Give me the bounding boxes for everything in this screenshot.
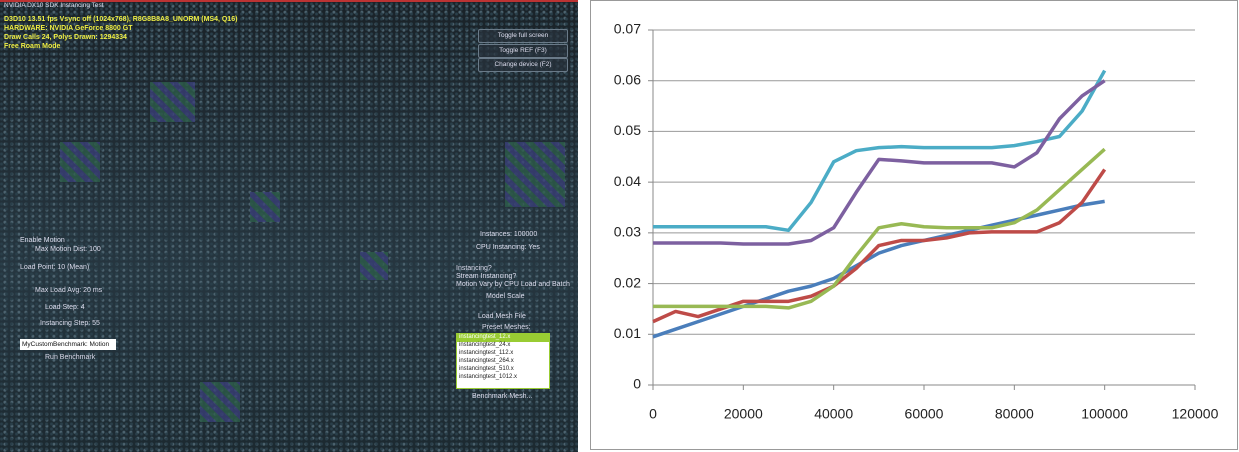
- series-line: [653, 69, 1107, 233]
- app-screenshot: NVIDIA DX10 SDK Instancing Test D3D10 13…: [0, 0, 578, 452]
- mesh-list[interactable]: instancingtest_12.x instancingtest_24.x …: [456, 333, 550, 389]
- cube: [250, 192, 280, 222]
- y-tick-label: 0.02: [614, 274, 641, 290]
- series-line: [653, 147, 1106, 310]
- y-tick-label: 0.05: [614, 122, 641, 138]
- stats-line: Draw Calls 24, Polys Drawn: 1294334: [4, 34, 127, 41]
- list-item[interactable]: instancingtest_12.x: [457, 334, 549, 342]
- label: Instances: 100000: [480, 231, 538, 238]
- x-tick-label: 20000: [724, 406, 763, 422]
- chart: 0 0.01 0.02 0.03 0.04 0.05 0.06 0.07 0 20000 40000…: [590, 0, 1238, 450]
- x-tick-label: 60000: [905, 406, 944, 422]
- cube: [360, 252, 388, 280]
- checkbox[interactable]: Motion Vary by CPU Load and Batch: [456, 281, 570, 288]
- cube: [505, 142, 565, 207]
- button[interactable]: Run Benchmark: [45, 354, 96, 361]
- x-tick-label: 100000: [1081, 406, 1128, 422]
- x-tick-label: 0: [649, 406, 657, 422]
- y-tick-label: 0: [633, 376, 641, 392]
- button[interactable]: Toggle REF (F3): [478, 44, 568, 58]
- checkbox[interactable]: Instancing?: [456, 265, 492, 272]
- list-item[interactable]: instancingtest_112.x: [459, 350, 514, 356]
- slider-label: Max Load Avg: 20 ms: [35, 287, 103, 294]
- stats-line: D3D10 13.51 fps Vsync off (1024x768), R8…: [4, 16, 238, 23]
- label: CPU Instancing: Yes: [476, 244, 540, 251]
- y-tick-label: 0.06: [614, 71, 641, 87]
- checkbox[interactable]: Enable Motion: [20, 237, 65, 244]
- checkbox[interactable]: Load Point: 10 (Mean): [20, 264, 90, 271]
- series-line: [652, 199, 1105, 339]
- series-line: [653, 79, 1106, 246]
- x-tick-label: 40000: [814, 406, 853, 422]
- list-item[interactable]: instancingtest_510.x: [459, 366, 514, 372]
- cube: [150, 82, 195, 122]
- y-tick-label: 0.03: [614, 224, 641, 240]
- button[interactable]: Toggle full screen: [478, 29, 568, 43]
- slider-label: Max Motion Dist: 100: [35, 246, 101, 253]
- x-tick-label: 80000: [995, 406, 1034, 422]
- label: Model Scale: [486, 293, 525, 300]
- cube: [200, 382, 240, 422]
- x-tick-label: 120000: [1172, 406, 1219, 422]
- stats-line: HARDWARE: NVIDIA GeForce 8800 GT: [4, 25, 133, 32]
- label: Preset Meshes:: [482, 324, 531, 331]
- slider-label: Load Step: 4: [45, 304, 85, 311]
- y-tick-label: 0.07: [614, 21, 641, 37]
- y-tick-label: 0.04: [614, 173, 641, 189]
- window-title: NVIDIA DX10 SDK Instancing Test: [4, 2, 104, 9]
- button[interactable]: Load Mesh File: [478, 313, 526, 320]
- button[interactable]: Change device (F2): [478, 58, 568, 72]
- stats-line: Free Roam Mode: [4, 43, 61, 50]
- list-item[interactable]: instancingtest_24.x: [459, 342, 511, 348]
- checkbox[interactable]: Stream Instancing?: [456, 273, 517, 280]
- y-tick-label: 0.01: [614, 325, 641, 341]
- text-input[interactable]: MyCustomBenchmark: Motion: [20, 339, 116, 350]
- cube: [60, 142, 100, 182]
- list-item[interactable]: instancingtest_264.x: [459, 358, 514, 364]
- button[interactable]: Benchmark Mesh...: [472, 393, 533, 400]
- slider-label: Instancing Step: 55: [40, 320, 100, 327]
- list-item[interactable]: instancingtest_1012.x: [459, 374, 518, 380]
